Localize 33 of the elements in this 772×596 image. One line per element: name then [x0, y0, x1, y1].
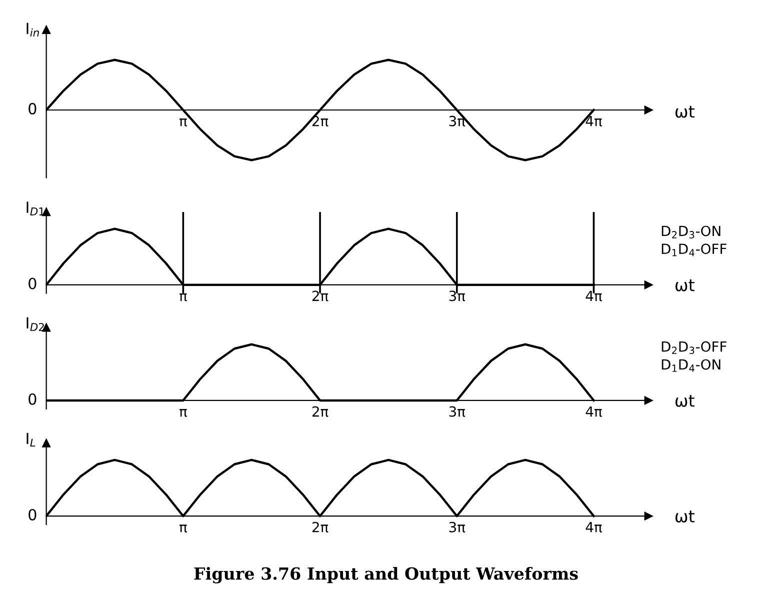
y-axis-title: I$_{in}$	[26, 22, 39, 37]
text: D$_{2}$D$_{3}$-OFF	[662, 341, 726, 354]
x-tick-label: 2π	[312, 406, 328, 417]
x-tick-label: π	[179, 293, 187, 302]
x-tick-label: 2π	[312, 116, 328, 126]
text: D$_{2}$D$_{3}$-ON	[662, 226, 720, 238]
x-tick-label: π	[179, 524, 187, 532]
text: 0	[28, 102, 36, 114]
text: 0	[28, 278, 36, 290]
text: D$_{1}$D$_{4}$-OFF	[662, 244, 726, 256]
x-tick-label: π	[179, 408, 187, 417]
x-axis-title: ωt	[675, 510, 694, 523]
text: 0	[28, 393, 36, 405]
x-tick-label: 2π	[312, 522, 328, 532]
x-tick-label: 3π	[449, 290, 466, 302]
x-axis-title: ωt	[675, 394, 694, 407]
text: 0	[28, 508, 36, 520]
x-tick-label: 3π	[449, 522, 466, 532]
y-axis-title: I$_{L}$	[26, 432, 36, 447]
x-tick-label: 4π	[586, 116, 602, 126]
x-axis-title: ωt	[675, 279, 694, 292]
caption: Figure 3.76 Input and Output Waveforms	[194, 566, 578, 584]
x-tick-label: 4π	[586, 406, 602, 417]
y-axis-title: I$_{D1}$	[26, 202, 44, 216]
x-axis-title: ωt	[675, 106, 694, 118]
x-tick-label: 2π	[312, 290, 328, 302]
x-tick-label: π	[179, 118, 187, 126]
y-axis-title: I$_{D2}$	[26, 317, 44, 331]
x-tick-label: 4π	[586, 290, 602, 302]
x-tick-label: 4π	[586, 522, 602, 532]
x-tick-label: 3π	[449, 406, 466, 417]
x-tick-label: 3π	[449, 116, 466, 126]
text: D$_{1}$D$_{4}$-ON	[662, 359, 720, 372]
